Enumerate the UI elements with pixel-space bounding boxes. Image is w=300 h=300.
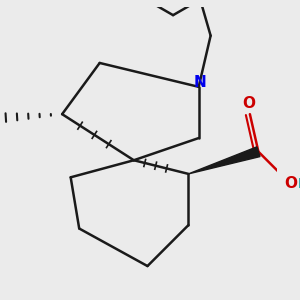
Polygon shape: [188, 147, 260, 174]
Text: O: O: [242, 96, 255, 111]
Text: O: O: [285, 176, 298, 191]
Text: N: N: [193, 75, 206, 90]
Text: H: H: [298, 178, 300, 191]
